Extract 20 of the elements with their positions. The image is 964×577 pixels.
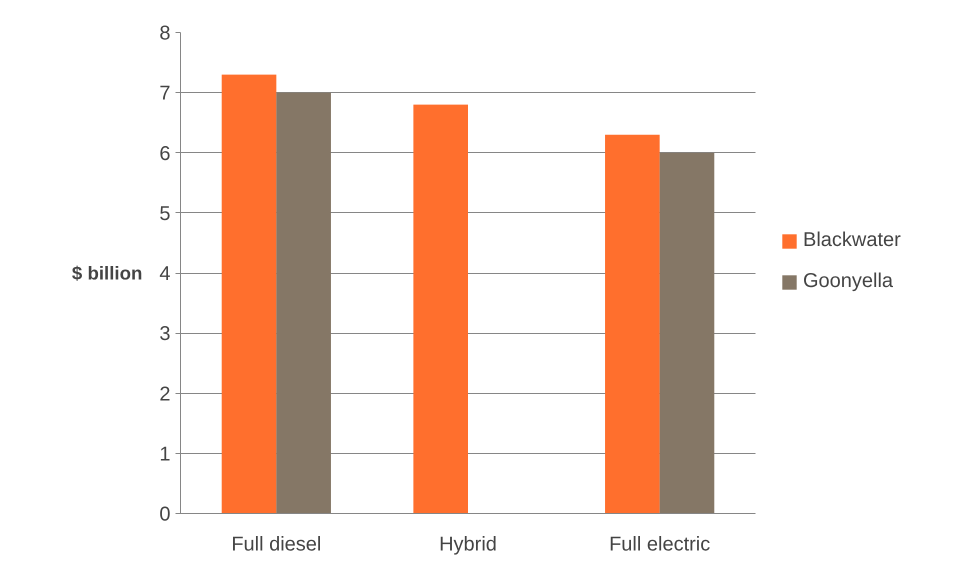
- y-tick-label: 3: [159, 323, 170, 346]
- bar: [660, 152, 714, 514]
- bar: [413, 104, 468, 514]
- y-tick-label: 2: [159, 383, 170, 406]
- y-tick-label: 4: [159, 263, 170, 285]
- x-tick-label: Hybrid: [439, 534, 497, 556]
- y-axis-title: $ billion: [72, 262, 142, 284]
- y-tick-label: 5: [159, 202, 170, 225]
- x-tick-label: Full electric: [609, 534, 710, 556]
- y-tick-label: 0: [159, 504, 170, 526]
- y-tick-label: 8: [159, 22, 170, 44]
- y-tick-label: 6: [159, 142, 170, 165]
- bar: [276, 92, 331, 514]
- x-tick-label: Full diesel: [231, 534, 322, 556]
- y-tick-label: 1: [159, 443, 170, 466]
- bar: [222, 74, 276, 514]
- bar: [605, 134, 660, 514]
- legend-label: Goonyella: [803, 270, 894, 293]
- y-tick-label: 7: [159, 82, 170, 105]
- legend-label: Blackwater: [803, 229, 901, 252]
